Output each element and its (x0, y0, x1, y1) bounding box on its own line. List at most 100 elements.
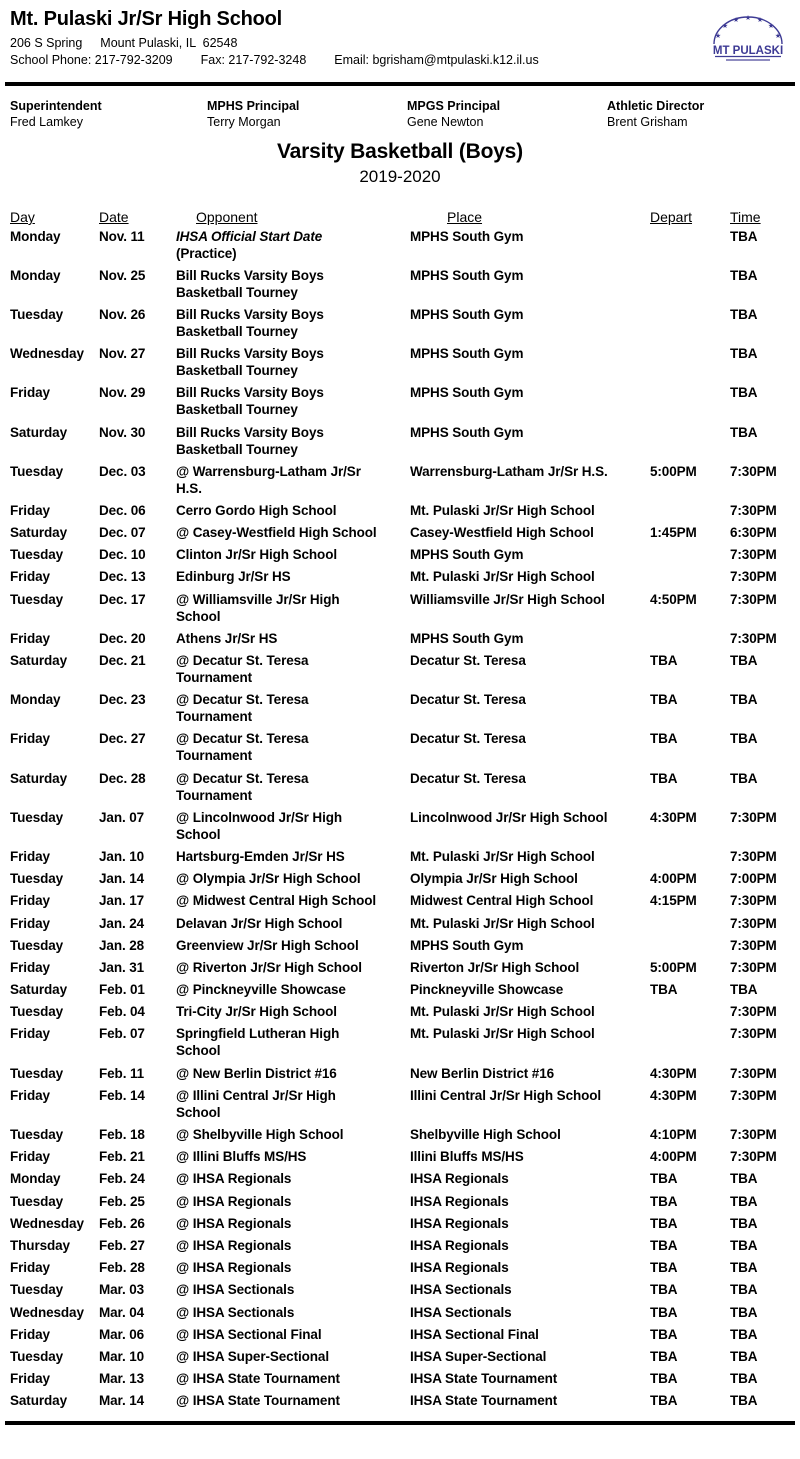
table-row: Tuesday Feb. 18 @ Shelbyville High School S… (10, 1123, 790, 1145)
opponent-text: @ Shelbyville High School (176, 1127, 344, 1143)
cell-date: Feb. 26 (99, 1215, 145, 1231)
cell-date: Feb. 25 (99, 1193, 145, 1209)
cell-date: Feb. 21 (99, 1149, 145, 1165)
cell-time: TBA (730, 267, 758, 283)
table-row: Wednesday Feb. 26 @ IHSA Regionals IHSA Reg… (10, 1212, 790, 1234)
cell-depart: TBA (650, 731, 678, 747)
cell-depart: TBA (650, 1326, 678, 1342)
opponent-text: Springfield Lutheran High School (176, 1026, 340, 1059)
opponent-text: @ IHSA Regionals (176, 1237, 292, 1253)
cell-date: Dec. 21 (99, 653, 146, 669)
opponent-text: Clinton Jr/Sr High School (176, 547, 338, 563)
cell-place: IHSA Super-Sectional (410, 1348, 547, 1364)
season-label: 2019-2020 (359, 167, 441, 186)
cell-depart: TBA (650, 1193, 678, 1209)
cell-time: TBA (730, 1215, 758, 1231)
staff-title: Athletic Director (607, 99, 705, 113)
cell-day: Tuesday (10, 809, 64, 825)
cell-time: 7:30PM (730, 1065, 777, 1081)
column-header-opponent: Opponent (196, 209, 258, 225)
cell-day: Tuesday (10, 463, 64, 479)
table-row: Friday Jan. 31 @ Riverton Jr/Sr High Schoo… (10, 956, 790, 978)
opponent-text: Edinburg Jr/Sr HS (176, 569, 291, 585)
cell-depart (650, 502, 730, 519)
opponent-text: @ IHSA Regionals (176, 1260, 292, 1276)
cell-depart (650, 546, 730, 563)
cell-opponent: @ Williamsville Jr/Sr High School (176, 591, 410, 625)
staff-athletic-director: Athletic Director Brent Grisham (607, 99, 790, 130)
table-row: Monday Nov. 25 Bill Rucks Varsity Boys Bas… (10, 264, 790, 303)
cell-place: IHSA Regionals (410, 1260, 509, 1276)
cell-date: Jan. 10 (99, 848, 145, 864)
cell-time: 7:30PM (730, 569, 777, 585)
cell-time: TBA (730, 1393, 758, 1409)
cell-day: Tuesday (10, 1065, 64, 1081)
cell-depart (650, 424, 730, 458)
cell-opponent: @ Decatur St. Teresa Tournament (176, 652, 410, 686)
cell-depart (650, 568, 730, 585)
opponent-note: (Practice) (176, 245, 237, 261)
cell-day: Saturday (10, 525, 67, 541)
cell-depart (650, 345, 730, 379)
cell-day: Tuesday (10, 591, 64, 607)
cell-depart: TBA (650, 1393, 678, 1409)
cell-day: Friday (10, 1260, 50, 1276)
cell-place: Casey-Westfield High School (410, 525, 594, 541)
cell-depart: 4:00PM (650, 871, 697, 887)
table-row: Friday Dec. 13 Edinburg Jr/Sr HS Mt. Pulask… (10, 566, 790, 588)
cell-place: Williamsville Jr/Sr High School (410, 591, 605, 607)
cell-opponent: Bill Rucks Varsity Boys Basketball Tourn… (176, 384, 410, 418)
cell-day: Tuesday (10, 1193, 64, 1209)
staff-title: MPHS Principal (207, 99, 300, 113)
opponent-text: @ IHSA State Tournament (176, 1371, 340, 1387)
school-name: Mt. Pulaski Jr/Sr High School (10, 8, 283, 30)
cell-date: Mar. 03 (99, 1282, 145, 1298)
cell-date: Mar. 14 (99, 1393, 145, 1409)
cell-date: Jan. 17 (99, 893, 145, 909)
table-row: Friday Feb. 07 Springfield Lutheran High S… (10, 1023, 790, 1062)
opponent-text: @ Decatur St. Teresa Tournament (176, 653, 309, 686)
cell-date: Jan. 14 (99, 871, 145, 887)
cell-depart: TBA (650, 1171, 678, 1187)
cell-date: Nov. 11 (99, 228, 145, 244)
staff-superintendent: Superintendent Fred Lamkey (10, 99, 207, 130)
cell-date: Feb. 01 (99, 982, 145, 998)
opponent-text: Delavan Jr/Sr High School (176, 915, 343, 931)
table-row: Saturday Feb. 01 @ Pinckneyville Showcase P… (10, 979, 790, 1001)
cell-time: 7:00PM (730, 871, 777, 887)
cell-time: TBA (730, 306, 758, 322)
cell-day: Friday (10, 731, 50, 747)
school-email: Email: bgrisham@mtpulaski.k12.il.us (334, 53, 539, 67)
column-header-depart: Depart (650, 209, 693, 225)
cell-opponent: Edinburg Jr/Sr HS (176, 568, 410, 585)
cell-opponent: Delavan Jr/Sr High School (176, 915, 410, 932)
cell-depart: TBA (650, 1348, 678, 1364)
cell-date: Nov. 30 (99, 424, 146, 440)
cell-day: Tuesday (10, 1127, 64, 1143)
cell-place: Mt. Pulaski Jr/Sr High School (410, 915, 595, 931)
cell-date: Feb. 24 (99, 1171, 145, 1187)
address-city: Mount Pulaski, IL 62548 (100, 36, 238, 50)
cell-time: TBA (730, 1260, 758, 1276)
table-row: Friday Dec. 20 Athens Jr/Sr HS MPHS South G… (10, 627, 790, 649)
svg-text:★: ★ (745, 14, 751, 22)
table-row: Saturday Dec. 28 @ Decatur St. Teresa Tour… (10, 767, 790, 806)
cell-day: Friday (10, 1087, 50, 1103)
cell-opponent: @ Shelbyville High School (176, 1126, 410, 1143)
opponent-text: @ IHSA Sectional Final (176, 1326, 322, 1342)
cell-date: Dec. 06 (99, 502, 146, 518)
cell-date: Dec. 10 (99, 547, 146, 563)
cell-opponent: @ IHSA Regionals (176, 1259, 410, 1276)
table-row: Tuesday Dec. 17 @ Williamsville Jr/Sr High… (10, 588, 790, 627)
cell-opponent: Bill Rucks Varsity Boys Basketball Tourn… (176, 424, 410, 458)
cell-time: TBA (730, 385, 758, 401)
cell-depart: 4:30PM (650, 1087, 697, 1103)
cell-place: Midwest Central High School (410, 893, 594, 909)
table-row: Tuesday Jan. 28 Greenview Jr/Sr High Schoo… (10, 934, 790, 956)
opponent-text: @ IHSA State Tournament (176, 1393, 340, 1409)
cell-depart: 1:45PM (650, 525, 697, 541)
svg-text:★: ★ (757, 16, 763, 24)
opponent-text: Tri-City Jr/Sr High School (176, 1004, 337, 1020)
cell-day: Wednesday (10, 1304, 84, 1320)
cell-place: MPHS South Gym (410, 547, 524, 563)
